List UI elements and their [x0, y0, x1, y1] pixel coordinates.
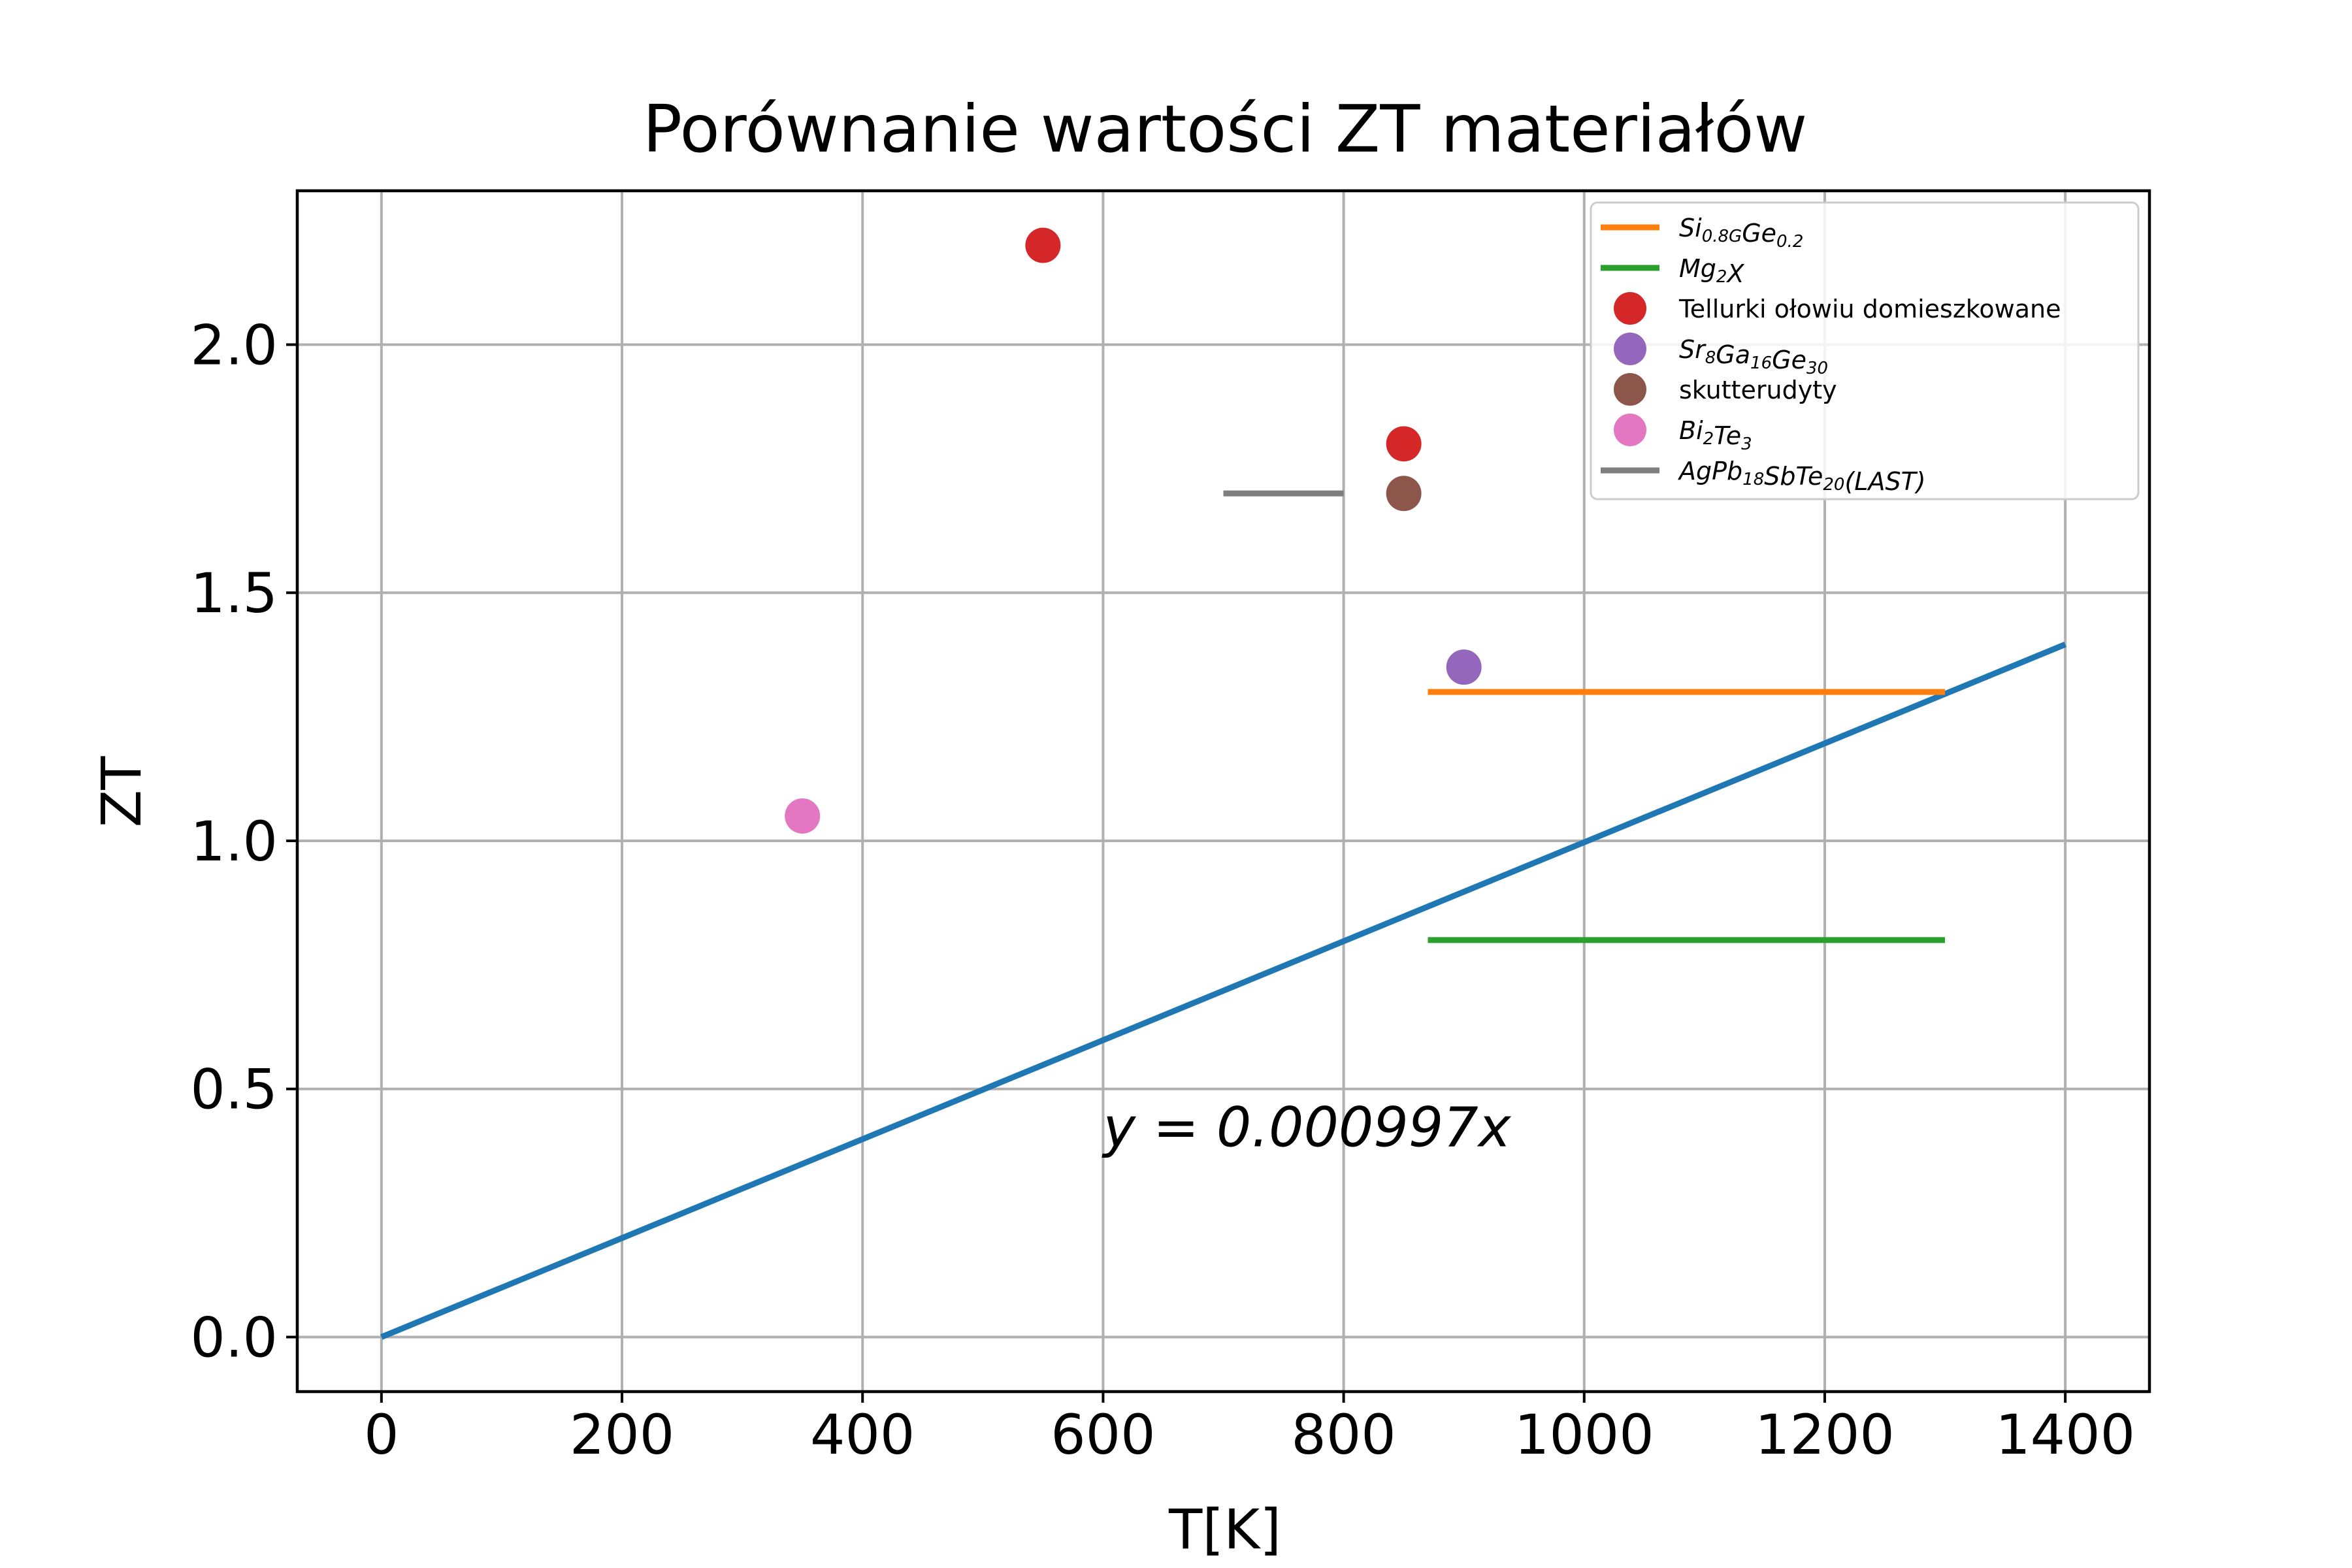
legend-label-part: SbTe	[1764, 462, 1823, 491]
series-point	[1386, 476, 1422, 512]
legend-label: Tellurki ołowiu domieszkowane	[1678, 295, 2061, 323]
legend-label-part: 18	[1742, 470, 1764, 489]
legend-label-part: Sr	[1679, 335, 1707, 364]
x-tick-label: 1200	[1755, 1403, 1895, 1467]
legend-label-part: Tellurki ołowiu domieszkowane	[1678, 295, 2061, 323]
y-tick-label: 0.0	[190, 1305, 278, 1369]
series-line	[380, 642, 2066, 1340]
legend-point-swatch	[1614, 373, 1646, 406]
legend-label-part: 0.2	[1776, 232, 1803, 252]
chart-title: Porównanie wartości ZT materiałów	[643, 91, 1808, 167]
legend-label-part: 8	[1705, 348, 1716, 368]
legend-label-part: Si	[1679, 214, 1702, 242]
legend-label: skutterudyty	[1679, 376, 1837, 404]
x-tick-label: 800	[1291, 1403, 1396, 1467]
legend-label-part: 0.8G	[1702, 227, 1742, 246]
legend-label-part: Mg	[1679, 254, 1716, 283]
y-tick-label: 1.0	[190, 809, 278, 874]
legend-label-part: 3	[1741, 434, 1752, 454]
series-point	[1386, 426, 1422, 462]
fit-equation-annotation: y = 0.000997x	[1101, 1096, 1511, 1160]
legend-point-swatch	[1614, 292, 1646, 325]
series-point	[1446, 649, 1482, 685]
legend-point-swatch	[1614, 414, 1646, 446]
plot-frame	[295, 189, 2151, 1394]
legend-label: Si0.8GGe0.2	[1679, 214, 1803, 252]
y-tick-label: 2.0	[190, 313, 278, 377]
x-tick-label: 1400	[1995, 1403, 2135, 1467]
legend-label: Bi2Te3	[1679, 416, 1752, 454]
legend-label-part: 20	[1823, 475, 1844, 495]
legend-label-part: AgPb	[1677, 457, 1742, 485]
x-tick-label: 200	[570, 1403, 674, 1467]
data-layer	[380, 227, 2066, 1340]
legend-label-part: X	[1725, 259, 1744, 288]
x-tick-label: 400	[810, 1403, 915, 1467]
x-tick-label: 1000	[1514, 1403, 1654, 1467]
y-tick-label: 1.5	[190, 561, 278, 625]
x-axis-label: T[K]	[1168, 1497, 1281, 1561]
legend-label-part: Ga	[1716, 340, 1750, 369]
axis-ticks: 0 200 400 600 800 1000 1200 1400 0.0 0.5 1.0 1.5 2.0	[190, 313, 2135, 1467]
legend-label-part: 30	[1806, 359, 1828, 378]
legend-point-swatch	[1614, 333, 1646, 365]
x-tick-label: 600	[1051, 1403, 1155, 1467]
legend-label-part: (LAST)	[1844, 467, 1925, 496]
legend-label-part: 2	[1703, 429, 1714, 449]
legend-box	[1590, 201, 2140, 500]
legend-label-part: skutterudyty	[1679, 376, 1837, 404]
legend-label: AgPb18SbTe20(LAST)	[1677, 457, 1926, 496]
legend-label-part: Bi	[1679, 416, 1703, 445]
legend-label-part: 2	[1716, 267, 1727, 287]
series-point	[785, 798, 821, 834]
legend-label-part: Te	[1714, 421, 1741, 450]
x-tick-label: 0	[364, 1403, 399, 1467]
legend-label: Mg2X	[1679, 254, 1744, 288]
y-tick-label: 0.5	[190, 1058, 278, 1122]
series-point	[1025, 227, 1061, 263]
legend-label-part: Ge	[1742, 219, 1776, 248]
legend-label-part: 16	[1750, 353, 1772, 373]
y-axis-label: ZT	[90, 756, 154, 828]
legend-label: Sr8Ga16Ge30	[1679, 335, 1828, 378]
legend-label-part: Ge	[1772, 346, 1806, 374]
